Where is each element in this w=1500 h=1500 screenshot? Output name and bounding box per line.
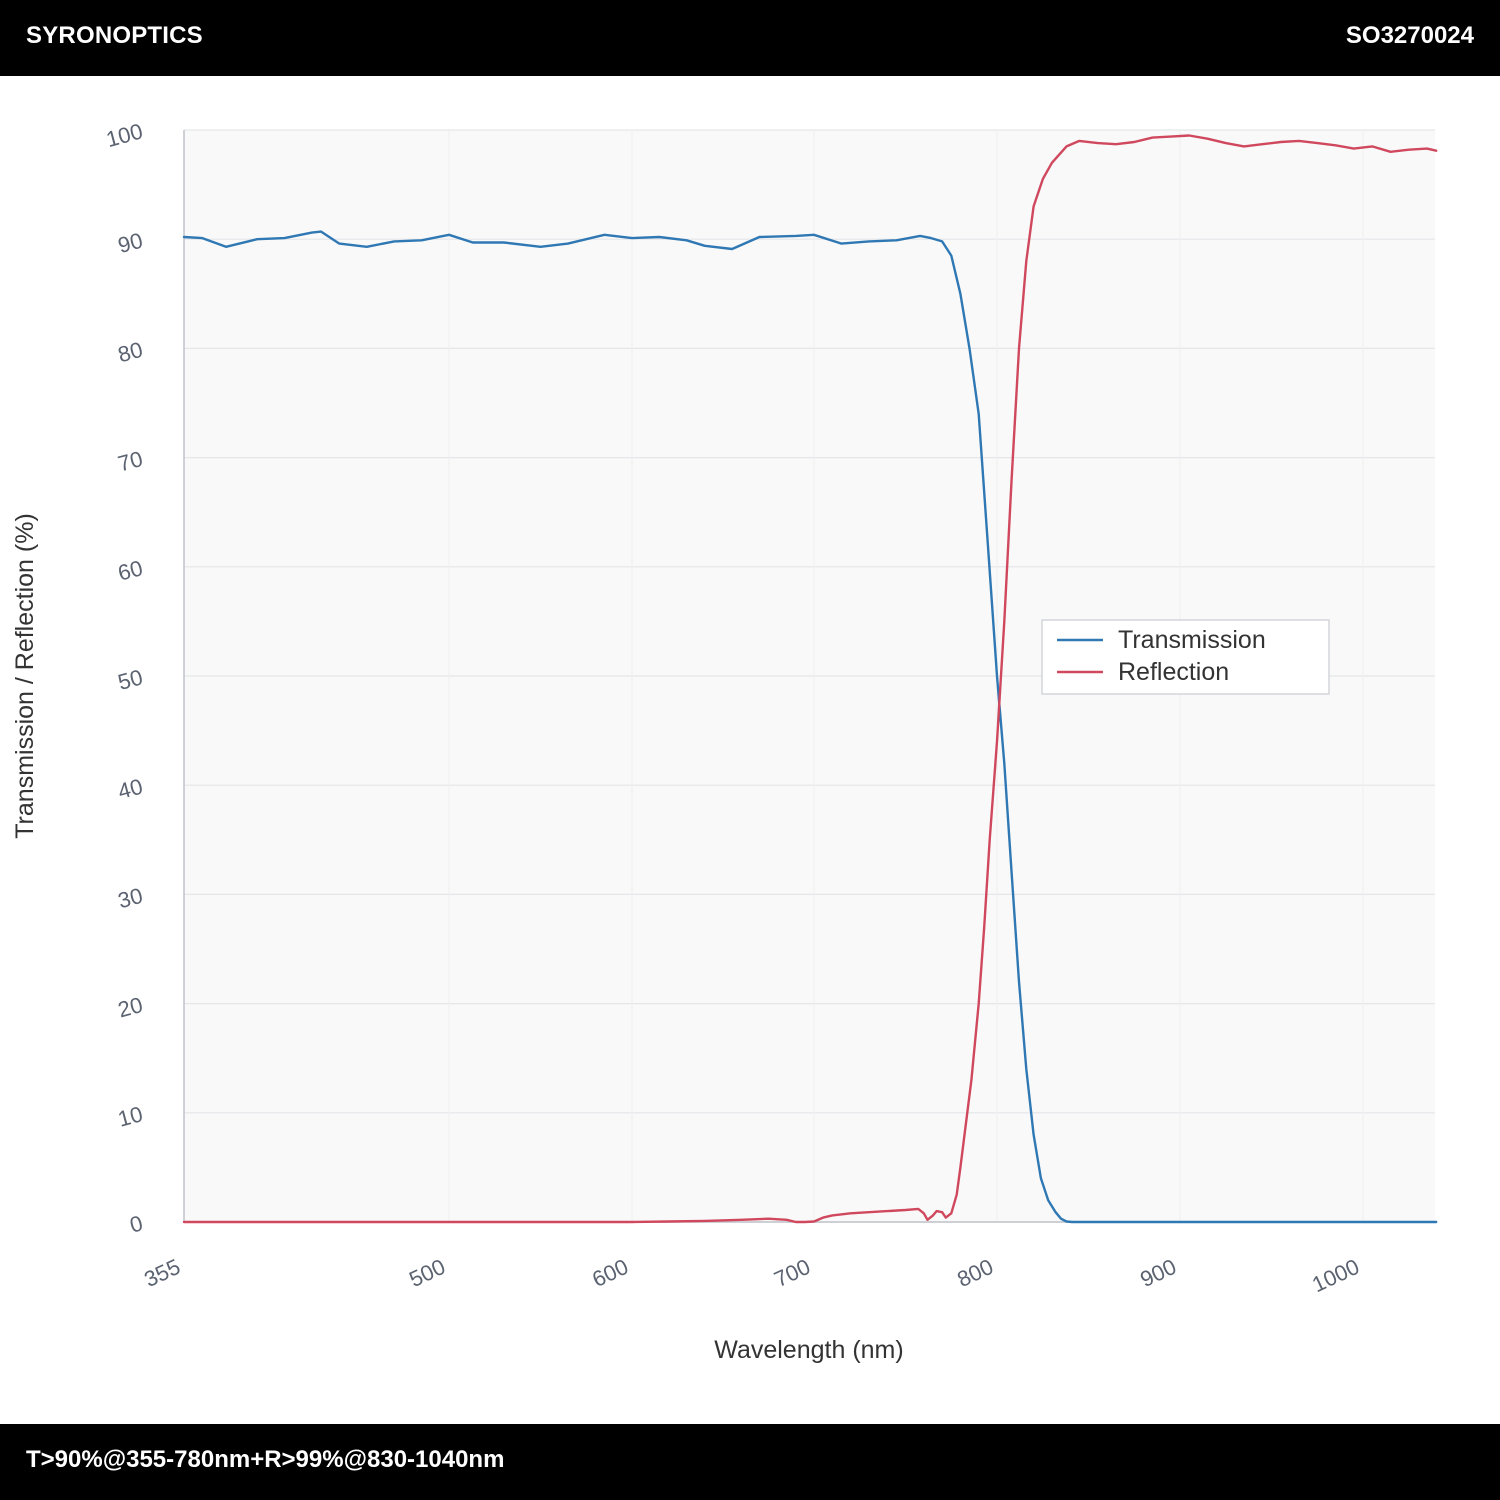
y-tick-label: 90 (115, 228, 145, 258)
x-axis-title: Wavelength (nm) (714, 1336, 903, 1364)
series-line-transmission (182, 230, 1438, 1224)
legend-label-reflection: Reflection (1118, 658, 1229, 686)
x-tick-label: 700 (770, 1254, 814, 1292)
x-axis-ticks: 355 500 600 700 800 900 1000 (140, 1254, 1363, 1297)
y-tick-label: 70 (115, 446, 145, 476)
x-tick-label: 500 (405, 1254, 449, 1292)
product-code: SO3270024 (1345, 22, 1474, 49)
y-tick-label: 0 (127, 1210, 145, 1237)
y-tick-label: 20 (115, 992, 145, 1022)
y-tick-label: 10 (115, 1101, 145, 1131)
header-bar: SYRONOPTICS SO3270024 (0, 0, 1500, 76)
legend-box (1041, 619, 1330, 695)
x-tick-label: 355 (140, 1254, 184, 1292)
spec-text: T>90%@355-780nm+R>99%@830-1040nm (26, 1446, 505, 1473)
footer-bar: T>90%@355-780nm+R>99%@830-1040nm (0, 1424, 1500, 1500)
y-tick-label: 40 (115, 774, 145, 804)
y-tick-label: 100 (103, 118, 145, 152)
legend-label-transmission: Transmission (1118, 626, 1266, 654)
x-tick-label: 800 (953, 1254, 997, 1292)
x-tick-label: 600 (588, 1254, 632, 1292)
y-tick-label: 60 (115, 555, 145, 585)
legend: Transmission Reflection (1041, 619, 1330, 695)
y-tick-label: 30 (115, 883, 145, 913)
brand-name: SYRONOPTICS (26, 22, 203, 49)
series-line-reflection (182, 134, 1438, 1224)
y-axis-ticks: 0 10 20 30 40 50 60 70 80 90 100 (103, 118, 145, 1237)
x-tick-label: 900 (1136, 1254, 1180, 1292)
series-layer (182, 134, 1438, 1224)
y-tick-label: 80 (115, 337, 145, 367)
x-tick-label: 1000 (1308, 1254, 1363, 1297)
y-tick-label: 50 (115, 664, 145, 694)
y-axis-title: Transmission / Reflection (%) (11, 513, 39, 839)
